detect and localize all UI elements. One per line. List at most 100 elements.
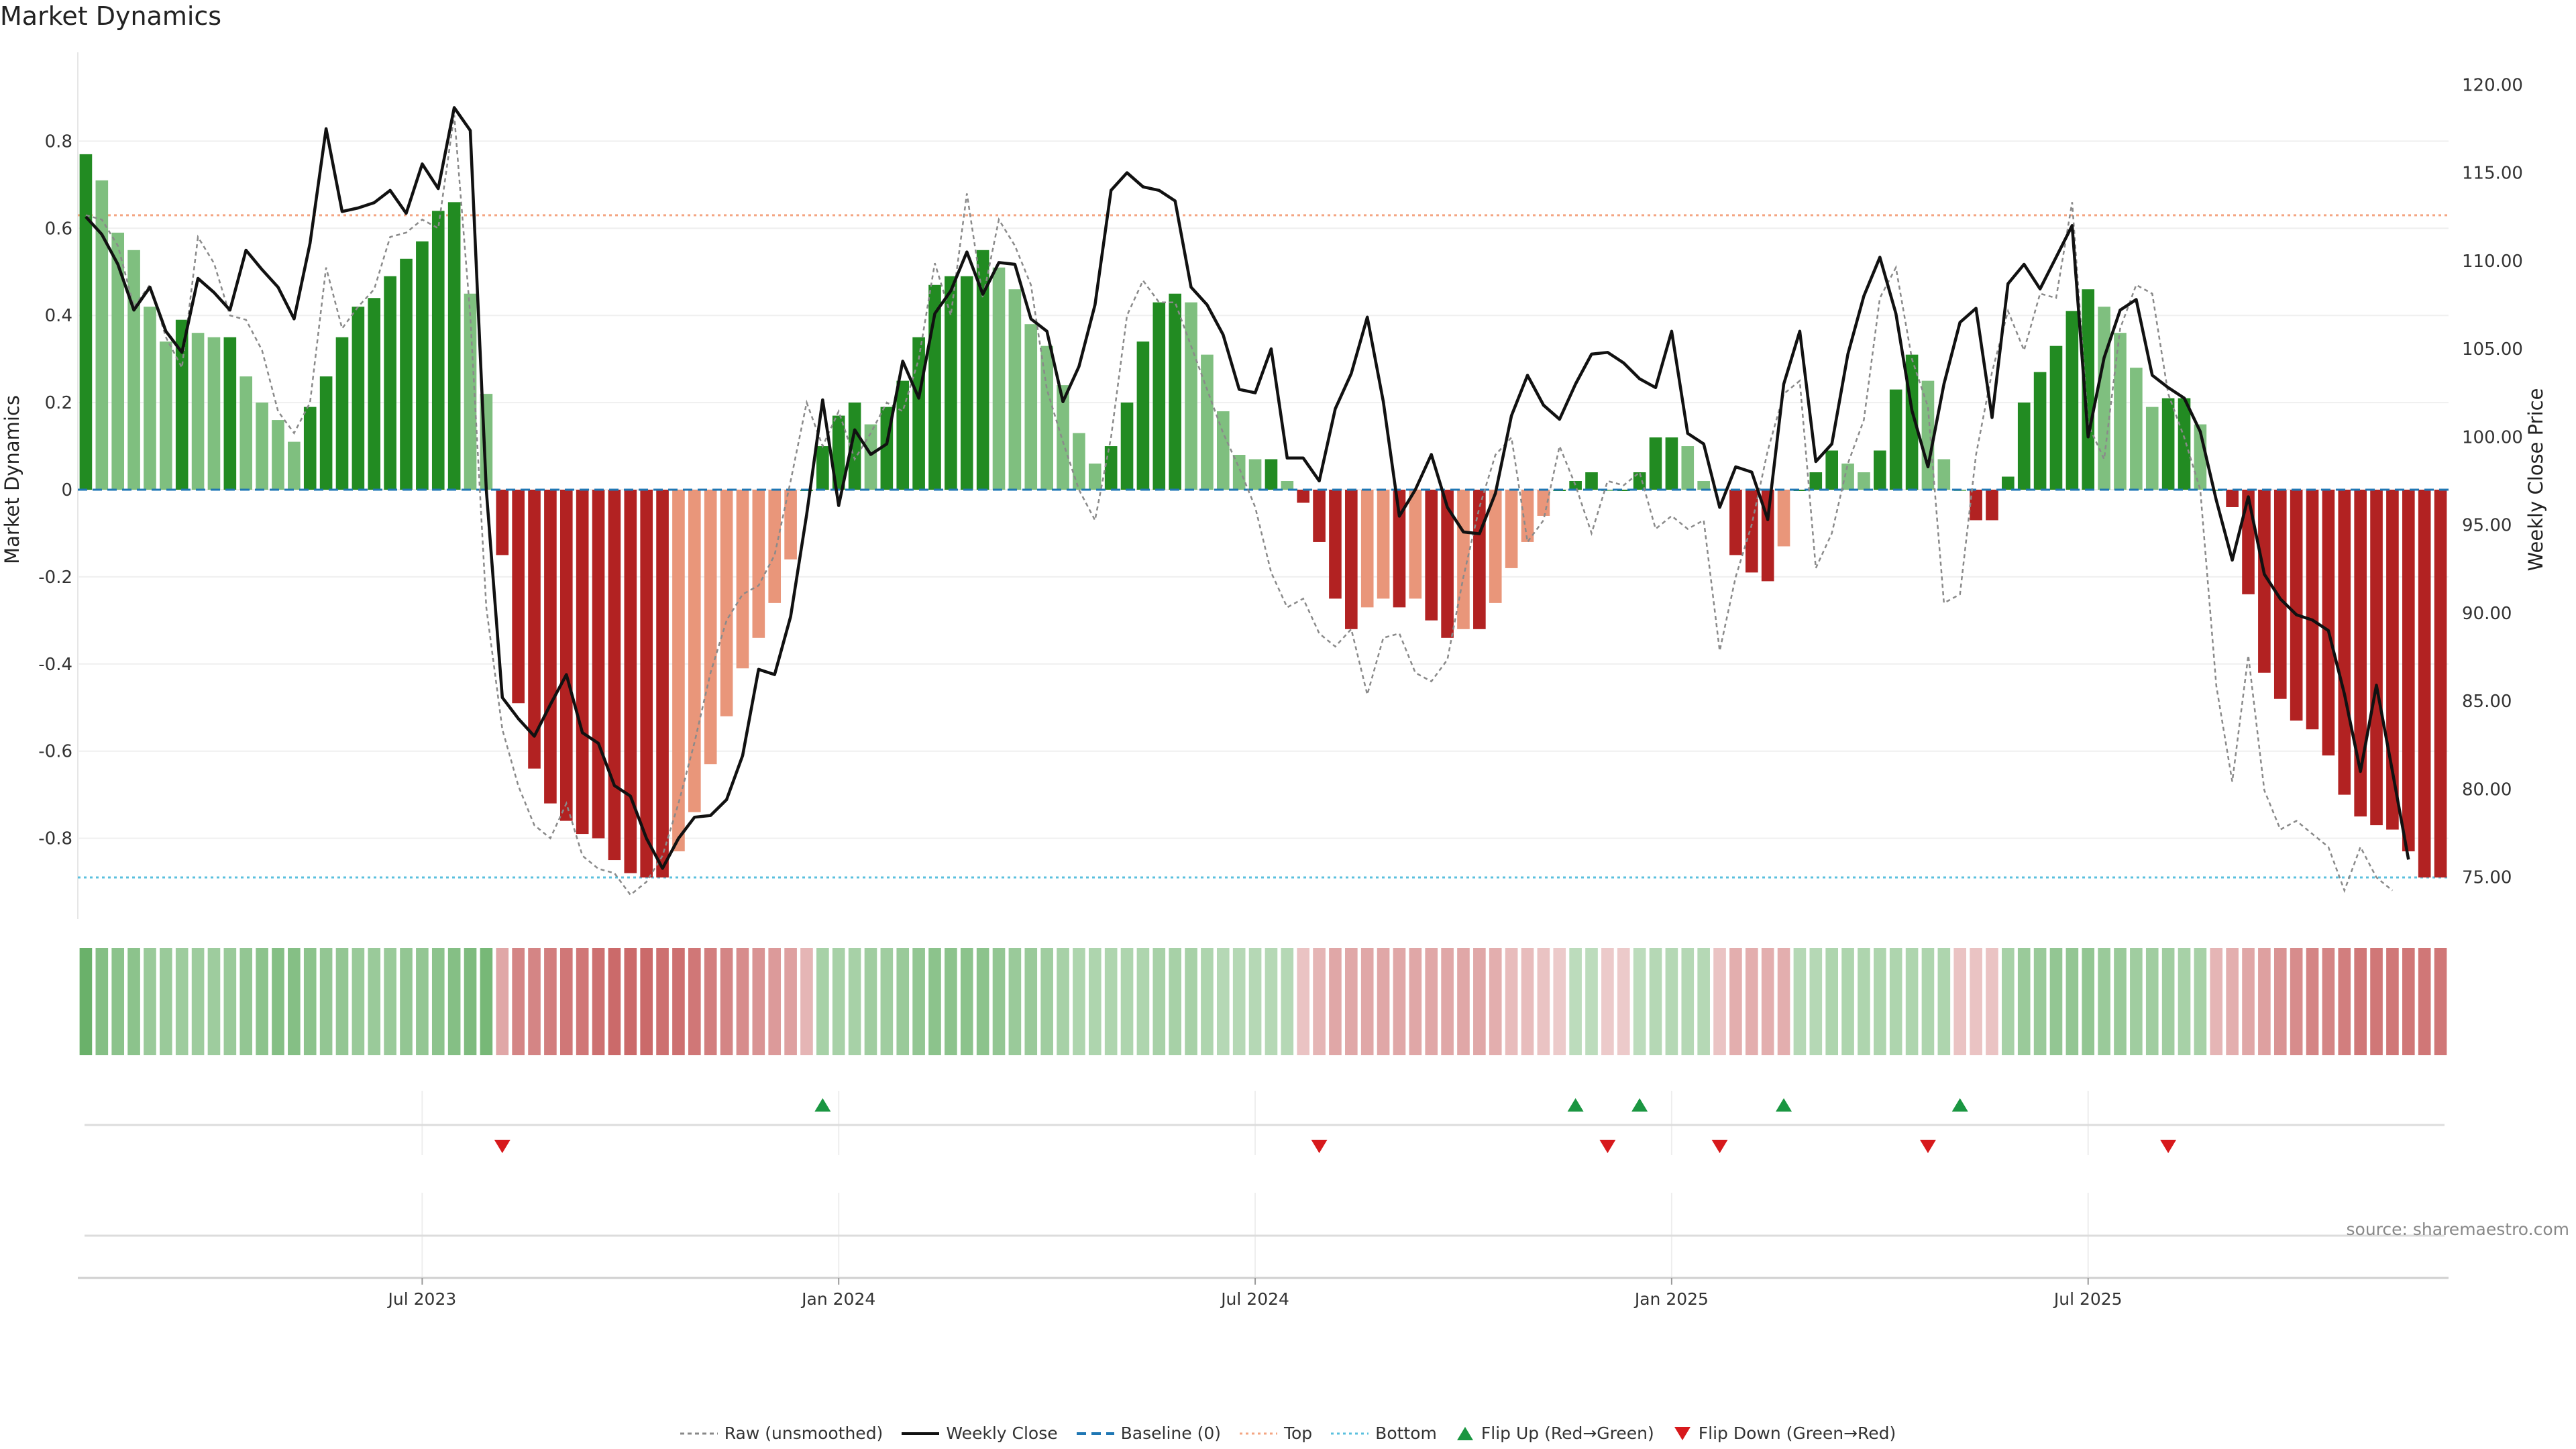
heat-cell <box>1937 948 1951 1055</box>
heat-cell <box>2210 948 2223 1055</box>
heat-cell <box>1537 948 1550 1055</box>
heat-cell <box>2033 948 2047 1055</box>
dynamics-bar <box>272 420 284 490</box>
heat-cell <box>1057 948 1069 1055</box>
heat-cell <box>1889 948 1902 1055</box>
dynamics-bar <box>1008 289 1022 490</box>
dynamics-bar <box>384 276 396 490</box>
y-tick-label: 0.4 <box>45 306 72 326</box>
dynamics-bar <box>2210 490 2223 491</box>
heat-cell <box>512 948 525 1055</box>
heat-cell <box>2402 948 2415 1055</box>
dynamics-bar <box>720 490 733 716</box>
heat-cell <box>2098 948 2110 1055</box>
heat-cell <box>736 948 749 1055</box>
heat-cell <box>335 948 349 1055</box>
dynamics-bar <box>960 276 973 490</box>
heat-cell <box>1024 948 1038 1055</box>
heat-cell <box>720 948 733 1055</box>
dynamics-bar <box>2322 490 2335 756</box>
dynamics-bar <box>1393 490 1406 608</box>
y-tick-label: 0.6 <box>45 219 72 239</box>
heat-cell <box>800 948 813 1055</box>
heat-cell <box>223 948 237 1055</box>
dynamics-bar <box>2402 490 2415 852</box>
heat-cell <box>2370 948 2383 1055</box>
dynamics-bar <box>1937 459 1951 490</box>
dynamics-bar <box>1986 490 1998 521</box>
y-tick-label: 0.8 <box>45 131 72 152</box>
chart-title: Market Dynamics <box>0 1 222 31</box>
legend-raw: Raw (unsmoothed) <box>680 1424 883 1443</box>
dynamics-bar <box>1489 490 1502 603</box>
dynamics-bar <box>1809 472 1823 490</box>
heat-cell <box>1553 948 1566 1055</box>
dynamics-bar <box>1970 490 1982 521</box>
heat-cell <box>880 948 894 1055</box>
heat-cell <box>1473 948 1486 1055</box>
dynamics-bar <box>431 211 445 490</box>
dynamics-bar <box>2354 490 2367 817</box>
legend-baseline-label: Baseline (0) <box>1120 1424 1221 1443</box>
dynamics-bar <box>1024 324 1038 490</box>
heat-cell <box>1953 948 1967 1055</box>
dynamics-bar <box>447 202 461 490</box>
heat-cell <box>592 948 605 1055</box>
dynamics-bar <box>416 241 429 490</box>
heat-cell <box>1809 948 1823 1055</box>
dynamics-bar <box>2290 490 2303 721</box>
heat-cell <box>768 948 782 1055</box>
dynamics-bar <box>1409 490 1422 599</box>
flip-down-marker <box>1599 1140 1616 1153</box>
heat-cell <box>175 948 189 1055</box>
heat-cell <box>624 948 637 1055</box>
dynamics-bar <box>1793 490 1807 491</box>
heat-cell <box>2114 948 2127 1055</box>
dynamics-bar <box>1281 481 1294 490</box>
dynamics-bar <box>544 490 557 804</box>
heat-cell <box>1713 948 1726 1055</box>
legend-bottom-label: Bottom <box>1375 1424 1437 1443</box>
dynamics-bar <box>1601 490 1614 491</box>
heat-cell <box>2386 948 2399 1055</box>
dynamics-bar <box>1841 464 1854 490</box>
heat-cell <box>1905 948 1919 1055</box>
heat-cell <box>496 948 509 1055</box>
dynamics-bar <box>1345 490 1358 629</box>
heat-cell <box>1697 948 1710 1055</box>
dynamics-bar <box>1185 302 1197 490</box>
dynamics-bar <box>464 293 477 490</box>
dynamics-bar <box>832 415 845 490</box>
x-tick-label: Jan 2025 <box>1633 1289 1709 1309</box>
dynamics-bar <box>1858 472 1870 490</box>
dynamics-bar <box>335 337 349 490</box>
dynamics-bar <box>512 490 525 704</box>
dynamics-bar <box>2114 333 2127 490</box>
heat-cell <box>303 948 317 1055</box>
heat-cell <box>1313 948 1326 1055</box>
legend-baseline: Baseline (0) <box>1076 1424 1221 1443</box>
heat-cell <box>912 948 925 1055</box>
dynamics-bar <box>640 490 653 878</box>
heat-cell <box>640 948 653 1055</box>
dynamics-bar <box>2242 490 2255 594</box>
dynamics-bar <box>1232 455 1246 490</box>
heat-cell <box>848 948 861 1055</box>
dynamics-bar <box>1216 411 1230 490</box>
right-axis: 120.00 115.00 110.00 105.00 100.00 95.00 90.00… <box>2462 75 2523 888</box>
dynamics-bar <box>1505 490 1518 568</box>
heat-strip <box>79 948 2447 1055</box>
heat-cell <box>319 948 333 1055</box>
heat-cell <box>2194 948 2207 1055</box>
dynamics-bar <box>1297 490 1310 503</box>
heat-cell <box>1232 948 1246 1055</box>
heat-cell <box>1248 948 1262 1055</box>
x-tick-label: Jul 2025 <box>2053 1289 2123 1309</box>
flip-down-marker <box>1919 1140 1936 1153</box>
heat-cell <box>704 948 717 1055</box>
y-tick-label: -0.6 <box>38 742 72 762</box>
heat-cell <box>1425 948 1438 1055</box>
heat-cell <box>1729 948 1742 1055</box>
heat-cell <box>1601 948 1614 1055</box>
flip-up-marker <box>1951 1098 1968 1112</box>
